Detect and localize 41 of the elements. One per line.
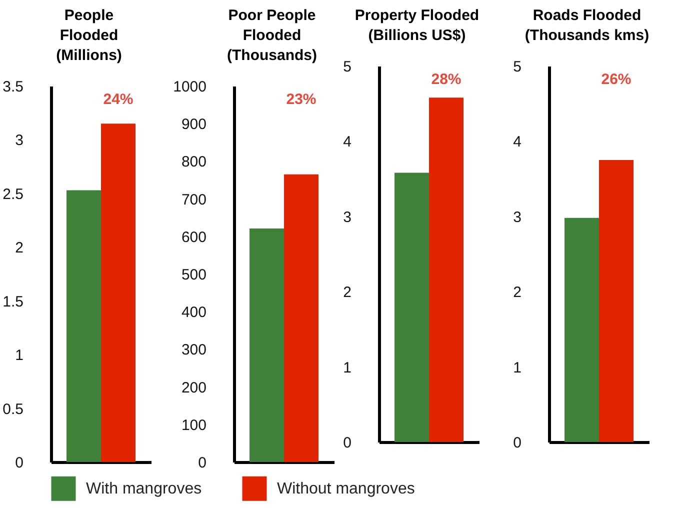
y-tick-label: 0.5 (2, 400, 24, 418)
chart-title: Property Flooded (Billions US$) (354, 7, 480, 44)
y-tick-label: 600 (181, 228, 206, 246)
y-tick-label: 5 (343, 58, 352, 76)
y-tick-label: 0 (513, 434, 522, 452)
y-tick-label: 5 (513, 58, 522, 76)
chart-title: Roads Flooded (Thousands kms) (524, 7, 650, 44)
y-tick-label: 100 (181, 416, 206, 434)
annotation: 28% (431, 71, 462, 88)
y-tick-label: 3 (343, 208, 352, 226)
y-tick-label: 900 (181, 116, 206, 134)
legend-label: Without mangroves (277, 480, 415, 498)
y-tick-label: 4 (343, 134, 352, 151)
y-tick-label: 200 (181, 379, 206, 396)
y-tick-label: 1 (513, 359, 522, 376)
y-tick-label: 3.5 (2, 78, 24, 96)
y-tick-label: 1 (15, 347, 24, 364)
y-tick-label: 500 (181, 266, 206, 284)
y-tick-label: 3 (15, 132, 24, 150)
y-tick-label: 0 (198, 454, 206, 472)
y-tick-label: 2 (513, 284, 522, 302)
y-tick-label: 2 (343, 284, 352, 302)
y-tick-label: 2 (15, 240, 24, 257)
annotation: 24% (103, 91, 134, 108)
y-tick-label: 800 (181, 154, 206, 171)
y-tick-label: 1 (343, 359, 352, 376)
y-tick-label: 700 (181, 191, 206, 208)
y-tick-label: 1000 (173, 78, 206, 96)
y-tick-label: 2.5 (2, 186, 24, 203)
y-tick-label: 4 (513, 134, 522, 151)
legend-label: With mangroves (86, 480, 202, 498)
chart-title: Poor People Flooded (Thousands) (227, 7, 317, 64)
y-tick-label: 300 (181, 342, 206, 359)
y-tick-label: 400 (181, 304, 206, 322)
y-tick-label: 0 (343, 434, 352, 452)
y-tick-label: 0 (15, 454, 24, 472)
chart-title: People Flooded (Millions) (56, 7, 122, 64)
y-tick-label: 3 (513, 208, 522, 226)
annotation: 23% (286, 91, 316, 108)
y-tick-label: 1.5 (2, 293, 24, 310)
annotation: 26% (601, 71, 632, 88)
